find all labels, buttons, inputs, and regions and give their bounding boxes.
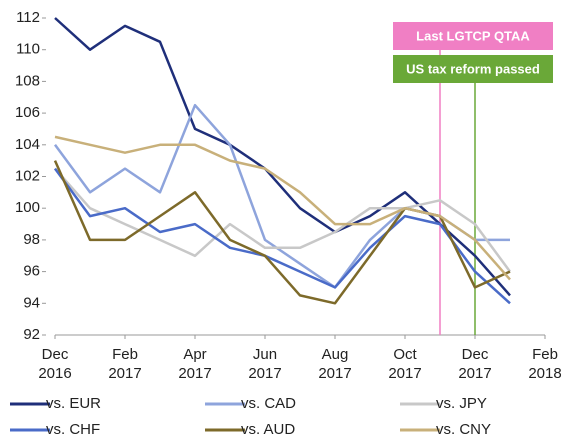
series-line <box>53 103 510 289</box>
y-tick-label: 104 <box>15 136 40 153</box>
y-tick-label: 110 <box>16 41 40 58</box>
y-tick-label: 102 <box>15 167 40 184</box>
legend-label: vs. CHF <box>46 421 100 438</box>
annotation-text: US tax reform passed <box>406 61 540 76</box>
x-tick-label: Feb 2017 <box>108 346 141 382</box>
y-tick-label: 112 <box>16 9 40 26</box>
series-line <box>54 135 511 281</box>
series-line <box>53 167 511 305</box>
x-tick-label: Jun 2017 <box>248 346 281 382</box>
x-tick-label: Apr 2017 <box>178 346 211 382</box>
x-tick-label: Aug 2017 <box>318 346 351 382</box>
x-tick-label: Feb 2018 <box>528 346 561 382</box>
annotation-box <box>393 22 553 50</box>
y-tick-label: 100 <box>15 199 40 216</box>
legend-label: vs. JPY <box>436 395 487 412</box>
series-line <box>54 17 511 297</box>
x-tick-label: Oct 2017 <box>388 346 421 382</box>
y-tick-label: 108 <box>15 72 40 89</box>
series-line <box>53 160 511 305</box>
y-tick-label: 94 <box>23 294 40 311</box>
annotation-text: Last LGTCP QTAA <box>416 28 530 43</box>
legend-label: vs. CAD <box>241 395 296 412</box>
y-tick-label: 98 <box>23 231 40 248</box>
y-tick-label: 106 <box>15 104 40 121</box>
legend-label: vs. CNY <box>436 421 491 438</box>
annotation-box <box>393 55 553 83</box>
x-tick-label: Dec 2017 <box>458 346 491 382</box>
y-tick-label: 96 <box>23 263 40 280</box>
legend-label: vs. EUR <box>46 395 101 412</box>
y-tick-label: 92 <box>23 326 40 343</box>
legend-label: vs. AUD <box>241 421 295 438</box>
series-line <box>54 167 512 273</box>
x-tick-label: Dec 2016 <box>38 346 71 382</box>
